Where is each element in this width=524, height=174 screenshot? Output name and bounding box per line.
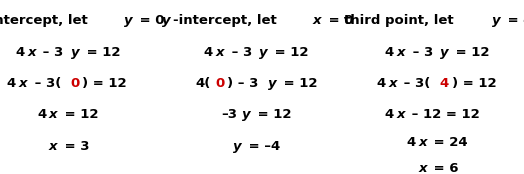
Text: ) – 3: ) – 3 [227, 77, 259, 90]
Text: = 24: = 24 [429, 136, 468, 149]
Text: = 12: = 12 [60, 108, 99, 121]
Text: 0: 0 [215, 77, 225, 90]
Text: = 0: = 0 [135, 14, 165, 27]
Text: 4: 4 [385, 108, 394, 121]
Text: = –4: = –4 [244, 140, 280, 153]
Text: 4: 4 [440, 77, 449, 90]
Text: x: x [49, 140, 57, 153]
Text: 4(: 4( [195, 77, 211, 90]
Text: – 3: – 3 [408, 46, 433, 59]
Text: = 4: = 4 [503, 14, 524, 27]
Text: x: x [216, 46, 224, 59]
Text: x: x [27, 46, 36, 59]
Text: = 12: = 12 [82, 46, 121, 59]
Text: 4: 4 [7, 77, 16, 90]
Text: – 3: – 3 [227, 46, 252, 59]
Text: – 3: – 3 [38, 46, 63, 59]
Text: = 6: = 6 [429, 162, 458, 174]
Text: y: y [162, 14, 171, 27]
Text: -intercept, let: -intercept, let [173, 14, 281, 27]
Text: x: x [388, 77, 397, 90]
Text: 4: 4 [37, 108, 46, 121]
Text: x: x [396, 108, 405, 121]
Text: y: y [124, 14, 133, 27]
Text: 4: 4 [407, 136, 416, 149]
Text: y: y [233, 140, 242, 153]
Text: = 12: = 12 [253, 108, 291, 121]
Text: third point, let: third point, let [344, 14, 458, 27]
Text: -intercept, let: -intercept, let [0, 14, 93, 27]
Text: = 12: = 12 [270, 46, 309, 59]
Text: 4: 4 [376, 77, 386, 90]
Text: x: x [418, 162, 427, 174]
Text: x: x [313, 14, 321, 27]
Text: x: x [19, 77, 27, 90]
Text: = 12: = 12 [279, 77, 318, 90]
Text: 4: 4 [385, 46, 394, 59]
Text: x: x [397, 46, 405, 59]
Text: y: y [71, 46, 79, 59]
Text: y: y [242, 108, 250, 121]
Text: 0: 0 [70, 77, 80, 90]
Text: = 0: = 0 [324, 14, 353, 27]
Text: ) = 12: ) = 12 [82, 77, 127, 90]
Text: – 12 = 12: – 12 = 12 [407, 108, 480, 121]
Text: 4: 4 [204, 46, 213, 59]
Text: 4: 4 [15, 46, 25, 59]
Text: y: y [259, 46, 268, 59]
Text: x: x [418, 136, 427, 149]
Text: ) = 12: ) = 12 [452, 77, 496, 90]
Text: y: y [268, 77, 276, 90]
Text: = 12: = 12 [451, 46, 490, 59]
Text: y: y [440, 46, 449, 59]
Text: –3: –3 [221, 108, 237, 121]
Text: = 3: = 3 [60, 140, 89, 153]
Text: – 3(: – 3( [399, 77, 431, 90]
Text: x: x [49, 108, 58, 121]
Text: y: y [492, 14, 500, 27]
Text: – 3(: – 3( [30, 77, 61, 90]
